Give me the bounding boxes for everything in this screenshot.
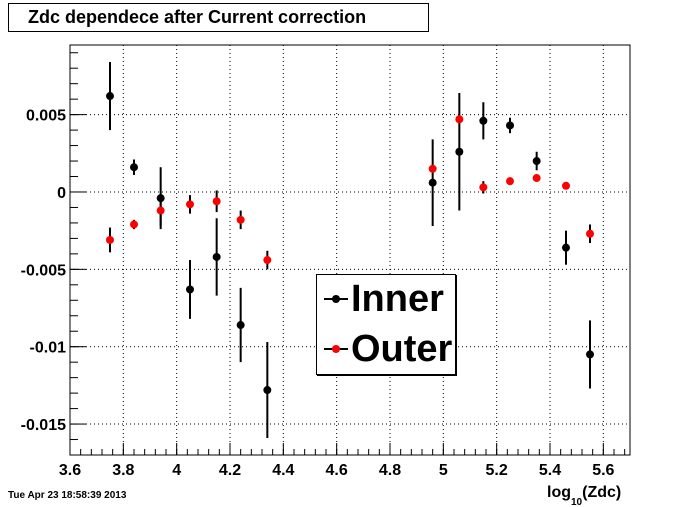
data-point-outer	[263, 256, 272, 265]
x-tick-label: 5.4	[539, 462, 561, 479]
legend-label-outer: Outer	[351, 328, 453, 370]
x-axis-label: log10(Zdc)	[547, 484, 621, 507]
plot-frame	[69, 44, 631, 456]
data-point-outer	[236, 215, 245, 224]
legend-marker-inner	[324, 295, 348, 303]
data-point-inner	[106, 92, 114, 101]
data-point-inner	[212, 252, 221, 261]
y-tick-label: -0.01	[30, 340, 67, 357]
data-point-inner	[236, 321, 245, 330]
data-point-outer	[586, 229, 594, 238]
data-point-inner	[455, 147, 464, 156]
data-point-outer	[532, 174, 541, 183]
x-tick-label: 4.2	[219, 462, 241, 479]
data-point-outer	[506, 177, 514, 186]
data-point-inner	[479, 116, 488, 125]
y-tick-label: 0	[57, 185, 66, 202]
data-point-outer	[212, 197, 221, 206]
data-point-outer	[186, 200, 194, 209]
data-point-inner	[263, 386, 272, 395]
data-point-outer	[130, 220, 138, 229]
legend-item-outer: Outer	[317, 325, 457, 375]
legend-label-inner: Inner	[351, 278, 444, 320]
data-point-inner	[186, 285, 194, 294]
legend-marker-outer	[324, 345, 348, 353]
data-point-inner	[428, 178, 437, 187]
data-point-inner	[586, 350, 594, 359]
legend-item-inner: Inner	[317, 275, 457, 325]
data-point-outer	[479, 183, 488, 192]
data-point-inner	[562, 243, 570, 252]
x-tick-label: 4	[172, 462, 181, 479]
y-tick-label: -0.005	[21, 262, 66, 279]
x-tick-label: 5	[439, 462, 448, 479]
y-tick-label: 0.005	[26, 108, 66, 125]
x-tick-label: 3.8	[112, 462, 134, 479]
x-tick-label: 4.8	[379, 462, 401, 479]
x-tick-label: 5.6	[592, 462, 614, 479]
timestamp: Tue Apr 23 18:58:39 2013	[8, 490, 127, 501]
y-tick-label: -0.015	[21, 417, 66, 434]
x-tick-label: 3.6	[59, 462, 81, 479]
legend: Inner Outer	[316, 274, 456, 375]
data-point-outer	[156, 206, 165, 215]
data-point-outer	[428, 164, 437, 173]
data-point-outer	[455, 115, 464, 124]
data-point-inner	[130, 163, 138, 172]
x-tick-label: 4.6	[326, 462, 348, 479]
data-point-outer	[562, 181, 570, 190]
data-point-inner	[532, 157, 541, 166]
data-point-outer	[106, 235, 114, 244]
x-tick-label: 5.2	[486, 462, 508, 479]
x-tick-label: 4.4	[272, 462, 294, 479]
data-point-inner	[506, 121, 514, 130]
chart-title: Zdc dependece after Current correction	[8, 3, 429, 32]
